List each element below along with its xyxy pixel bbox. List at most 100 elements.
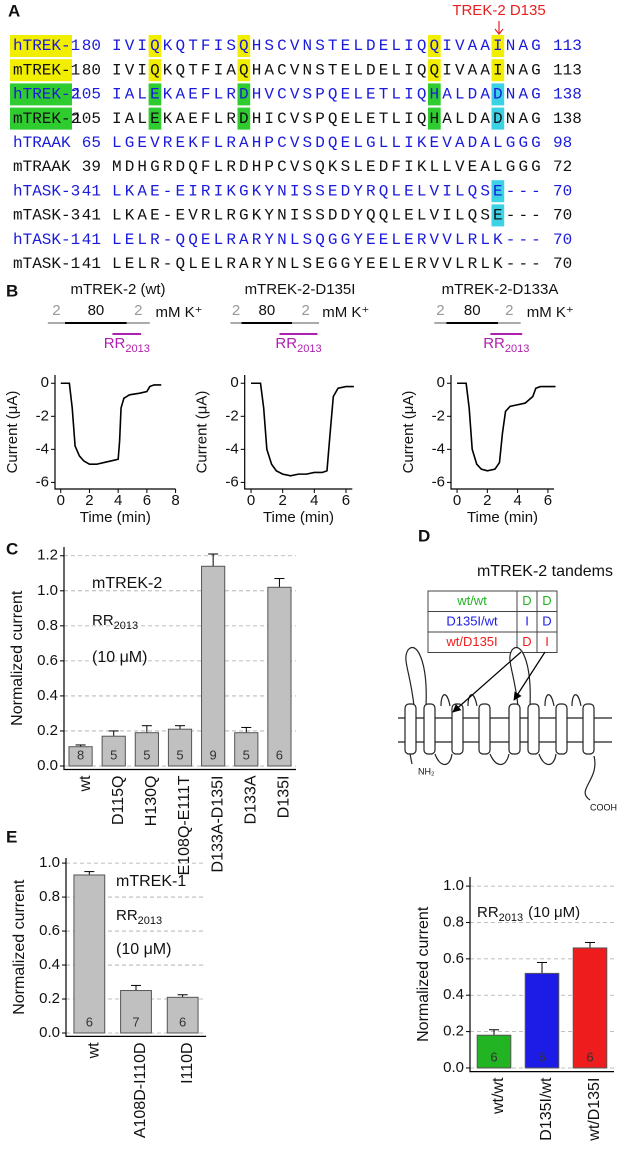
- sequence: IALEKAEFLRDHICVSPQELETLIQHALDADNAG: [112, 110, 544, 128]
- drug-name: RR: [275, 335, 297, 352]
- residue-highlight: [428, 59, 441, 82]
- tandem-name: wt/D135I: [445, 634, 497, 649]
- drug-subscript: 2013: [297, 343, 321, 355]
- trace: [251, 382, 354, 477]
- tandem-residue: D: [522, 593, 531, 608]
- residue-highlight: [491, 59, 505, 82]
- residue-highlight: [491, 107, 505, 130]
- y-tick-label: 0.4: [443, 986, 464, 1003]
- y-tick-label: -2: [432, 407, 445, 424]
- n-label: 5: [110, 747, 117, 762]
- x-tick-label: D133A: [243, 775, 260, 824]
- y-tick-label: 0: [230, 374, 238, 391]
- y-tick-label: 0: [41, 374, 49, 391]
- axis: [63, 547, 296, 771]
- y-tick-label: 0.2: [39, 990, 60, 1007]
- bar: [476, 1034, 512, 1069]
- start-position: 41: [82, 182, 101, 200]
- x-tick-label: 6: [143, 492, 151, 509]
- sequence: IVIQKQTFIAQHACVNSTELDELIQQIVAAINAG: [112, 61, 544, 79]
- start-position: 41: [82, 207, 101, 225]
- y-axis-label: Current (μA): [194, 391, 211, 474]
- x-tick-label: 0: [247, 492, 255, 509]
- sequence-name: mTRAAK: [13, 158, 71, 176]
- end-position: 70: [553, 182, 572, 200]
- drug-subscript: 2013: [499, 912, 523, 924]
- end-position: 70: [553, 207, 572, 225]
- y-axis-label: Current (μA): [400, 391, 417, 474]
- residue-highlight: [148, 59, 162, 82]
- residue-highlight: [237, 83, 251, 106]
- y-tick-label: 1.0: [443, 877, 464, 894]
- sequence-name: hTASK-3: [13, 182, 80, 200]
- table-cell: [536, 631, 558, 653]
- y-tick-label: -6: [432, 473, 445, 490]
- solution-high: 80: [259, 302, 276, 319]
- y-tick-label: -4: [225, 440, 238, 457]
- name-highlight: [10, 83, 72, 106]
- y-tick-label: 0.6: [443, 950, 464, 967]
- drug-name: RR: [477, 904, 499, 921]
- solution-low: 2: [505, 302, 513, 319]
- x-axis-label: Time (min): [263, 509, 334, 526]
- tandem-residue: D: [522, 634, 531, 649]
- arrow: [452, 651, 522, 713]
- x-tick-label: 6: [544, 492, 552, 509]
- bar: [120, 990, 152, 1034]
- y-tick-label: 0.4: [37, 687, 58, 704]
- chart-title: mTREK-1: [116, 873, 186, 890]
- n-label: 6: [490, 1049, 497, 1064]
- marker-arrow-head: [494, 28, 504, 35]
- n-label: 6: [276, 747, 283, 762]
- drug-subscript: 2013: [505, 343, 529, 355]
- y-tick-label: -6: [36, 473, 49, 490]
- x-tick-label: I110D: [179, 1042, 196, 1084]
- chart-title: mTREK-2 (wt): [71, 281, 166, 298]
- sequence: MDHGRDQFLRDHPCVSQKSLEDFIKLLVEALGGG: [112, 158, 544, 176]
- y-tick-label: 0.6: [37, 652, 58, 669]
- c-terminus: COOH: [590, 802, 617, 812]
- solution-low: 2: [232, 302, 240, 319]
- n-terminus: NH₂: [418, 766, 435, 776]
- start-position: 41: [82, 231, 101, 249]
- y-tick-label: 0.0: [443, 1059, 464, 1076]
- bar: [166, 996, 199, 1034]
- sequence-name: mTASK-1: [13, 255, 80, 273]
- residue-highlight: [428, 83, 441, 106]
- trace: [60, 382, 162, 466]
- tandem-title: mTREK-2 tandems: [477, 563, 613, 580]
- x-axis-label: Time (min): [467, 509, 538, 526]
- x-tick-label: 4: [513, 492, 521, 509]
- x-tick-label: 2: [85, 492, 93, 509]
- concentration: (10 μM): [528, 904, 580, 921]
- drug-label: RR2013: [483, 335, 529, 355]
- y-axis-label: Normalized current: [415, 906, 432, 1042]
- tandem-residue: D: [542, 593, 551, 608]
- arrow: [513, 651, 546, 701]
- bar: [167, 728, 193, 767]
- concentration: (10 μM): [92, 649, 147, 666]
- x-tick-label: 0: [57, 492, 65, 509]
- x-tick-label: 4: [114, 492, 122, 509]
- sequence: LELR-QLELRARYNLSEGGYEELERVVLRLK---: [112, 255, 544, 273]
- y-axis-label: Normalized current: [9, 590, 26, 726]
- tandem-name: wt/wt: [456, 593, 487, 608]
- n-label: 5: [143, 747, 150, 762]
- y-tick-label: -4: [36, 440, 49, 457]
- start-position: 80: [82, 37, 101, 55]
- solution-high: 80: [88, 302, 105, 319]
- panel-label: B: [6, 281, 18, 300]
- sequence: IALEKAEFLRDHVCVSPQELETLIQHALDADNAG: [112, 86, 544, 104]
- x-tick-label: D115Q: [110, 776, 127, 826]
- bar: [267, 586, 292, 767]
- drug-label: RR2013: [104, 335, 150, 355]
- drug-name: RR: [92, 612, 114, 629]
- end-position: 138: [553, 86, 582, 104]
- drug-name: RR: [116, 907, 138, 924]
- solution-unit: mM K⁺: [527, 304, 574, 321]
- residue-highlight: [491, 180, 505, 203]
- bar: [134, 732, 159, 767]
- solution-unit: mM K⁺: [322, 304, 369, 321]
